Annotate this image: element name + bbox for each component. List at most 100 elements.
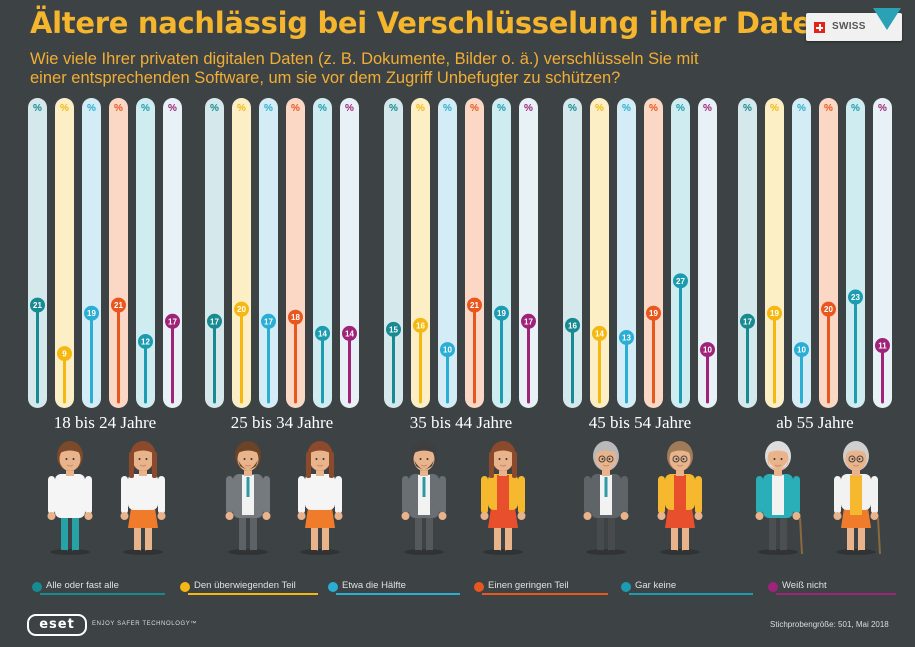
data-label: 21 (470, 301, 479, 310)
percent-icon: % (676, 103, 685, 114)
data-label: 16 (568, 321, 577, 330)
bar-track (644, 98, 663, 408)
legend-underline (40, 593, 165, 595)
percent-icon: % (497, 103, 506, 114)
legend-label: Alle oder fast alle (46, 580, 119, 591)
bar-marker (138, 333, 153, 349)
legend-dot-icon (621, 582, 631, 592)
data-label: 13 (622, 333, 631, 342)
data-label: 12 (141, 337, 150, 346)
data-label: 19 (87, 309, 96, 318)
adult-woman-figure (297, 441, 343, 555)
percent-icon: % (33, 103, 42, 114)
percent-icon: % (168, 103, 177, 114)
bar-marker (875, 338, 890, 354)
older-man-figure (583, 441, 629, 555)
bar-marker (30, 297, 45, 313)
category-label: ab 55 Jahre (776, 413, 853, 432)
eset-logo: eset (27, 614, 87, 636)
bar-track (465, 98, 484, 408)
percent-icon: % (797, 103, 806, 114)
percent-icon: % (568, 103, 577, 114)
download-arrow-icon[interactable] (873, 8, 901, 30)
older-woman-figure (657, 441, 703, 555)
page-subtitle: Wie viele Ihrer privaten digitalen Daten… (30, 50, 699, 87)
data-label: 21 (33, 301, 42, 310)
bar-marker (821, 301, 836, 317)
legend-underline (629, 593, 753, 595)
bar-marker (440, 342, 455, 358)
percent-icon: % (595, 103, 604, 114)
category-label: 25 bis 34 Jahre (231, 413, 333, 432)
percent-icon: % (851, 103, 860, 114)
data-label: 20 (824, 305, 833, 314)
legend-underline (482, 593, 608, 595)
bar-track (492, 98, 511, 408)
bar-marker (413, 317, 428, 333)
category-label: 35 bis 44 Jahre (410, 413, 512, 432)
legend-underline (776, 593, 896, 595)
data-label: 18 (291, 313, 300, 322)
bar-marker (288, 309, 303, 325)
page-title: Ältere nachlässig bei Verschlüsselung ih… (30, 6, 833, 40)
percent-icon: % (703, 103, 712, 114)
bar-marker (234, 301, 249, 317)
adult-man-figure (225, 441, 271, 555)
bar-track (846, 98, 865, 408)
bar-marker (165, 313, 180, 329)
data-label: 17 (210, 317, 219, 326)
legend-dot-icon (32, 582, 42, 592)
data-label: 19 (770, 309, 779, 318)
bar-marker (207, 313, 222, 329)
category-label: 18 bis 24 Jahre (54, 413, 156, 432)
category-label: 45 bis 54 Jahre (589, 413, 691, 432)
legend-underline (336, 593, 460, 595)
data-label: 19 (649, 309, 658, 318)
percent-icon: % (743, 103, 752, 114)
data-label: 10 (443, 346, 452, 355)
bar-marker (565, 317, 580, 333)
swiss-flag-icon (814, 22, 825, 33)
category-group: % 17% 20% 17% 18% 14% 14 25 bis 34 Jahre (205, 98, 359, 432)
data-label: 21 (114, 301, 123, 310)
percent-icon: % (237, 103, 246, 114)
middle-aged-man-figure (401, 441, 447, 555)
bar-marker (592, 325, 607, 341)
bar-marker (84, 305, 99, 321)
legend-dot-icon (768, 582, 778, 592)
middle-aged-woman-figure (480, 441, 526, 555)
legend-dot-icon (180, 582, 190, 592)
bar-marker (57, 346, 72, 362)
bar-track (819, 98, 838, 408)
bar-marker (848, 289, 863, 305)
percent-icon: % (114, 103, 123, 114)
data-label: 14 (345, 329, 354, 338)
data-label: 20 (237, 305, 246, 314)
bar-track (738, 98, 757, 408)
legend-dot-icon (474, 582, 484, 592)
bar-track (28, 98, 47, 408)
bar-track (136, 98, 155, 408)
source-note: Stichprobengröße: 501, Mai 2018 (770, 620, 889, 629)
percent-icon: % (291, 103, 300, 114)
category-group: % 16% 14% 13% 19% 27% 10 45 bis 54 Jahre (563, 98, 717, 432)
bar-marker (315, 325, 330, 341)
bar-track (671, 98, 690, 408)
percent-icon: % (87, 103, 96, 114)
bar-track (438, 98, 457, 408)
bar-track (617, 98, 636, 408)
percent-icon: % (141, 103, 150, 114)
bar-marker (111, 297, 126, 313)
bar-marker (386, 321, 401, 337)
bar-marker (261, 313, 276, 329)
region-label: SWISS (832, 21, 866, 32)
bar-track (259, 98, 278, 408)
data-label: 9 (62, 350, 67, 359)
bar-track (519, 98, 538, 408)
data-label: 11 (878, 342, 887, 351)
category-group: % 21% 9% 19% 21% 12% 17 18 bis 24 Jahre (28, 98, 182, 432)
bar-track (232, 98, 251, 408)
bar-marker (767, 305, 782, 321)
percent-icon: % (524, 103, 533, 114)
